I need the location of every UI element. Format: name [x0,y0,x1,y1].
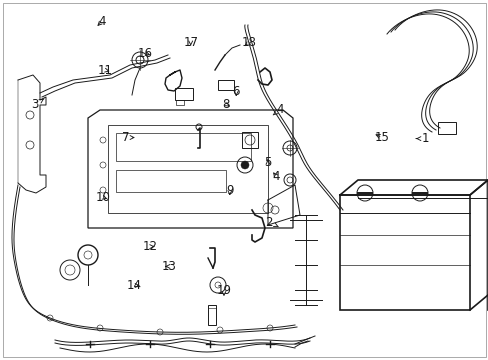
Circle shape [47,315,53,321]
Circle shape [266,325,272,331]
Text: 12: 12 [143,240,158,253]
Bar [175,88,193,100]
Text: 10: 10 [95,191,110,204]
Bar [242,132,258,148]
Text: 17: 17 [183,36,198,49]
Text: 5: 5 [264,156,271,169]
Text: 11: 11 [98,64,112,77]
Text: 16: 16 [137,47,152,60]
Text: 3: 3 [31,98,44,111]
Text: 1: 1 [415,132,428,145]
Bar [339,195,469,310]
Text: 7: 7 [122,131,134,144]
Text: 19: 19 [216,284,231,297]
Bar [176,100,183,105]
Text: 2: 2 [264,216,278,229]
Bar [108,125,267,213]
Text: 4: 4 [273,103,283,116]
Bar [116,170,225,192]
Text: 6: 6 [232,85,240,98]
Text: 14: 14 [127,279,142,292]
Bar [116,133,250,161]
Text: 4: 4 [98,15,105,28]
Circle shape [157,329,163,335]
Circle shape [241,161,248,169]
Bar [207,305,216,325]
Text: 15: 15 [374,131,389,144]
Text: 13: 13 [161,260,176,273]
Text: 4: 4 [272,170,280,183]
Bar [218,80,234,90]
Text: 8: 8 [222,98,230,111]
Text: 9: 9 [225,184,233,197]
Circle shape [217,327,223,333]
Text: 18: 18 [242,36,256,49]
Circle shape [97,325,103,331]
Bar [437,122,455,134]
